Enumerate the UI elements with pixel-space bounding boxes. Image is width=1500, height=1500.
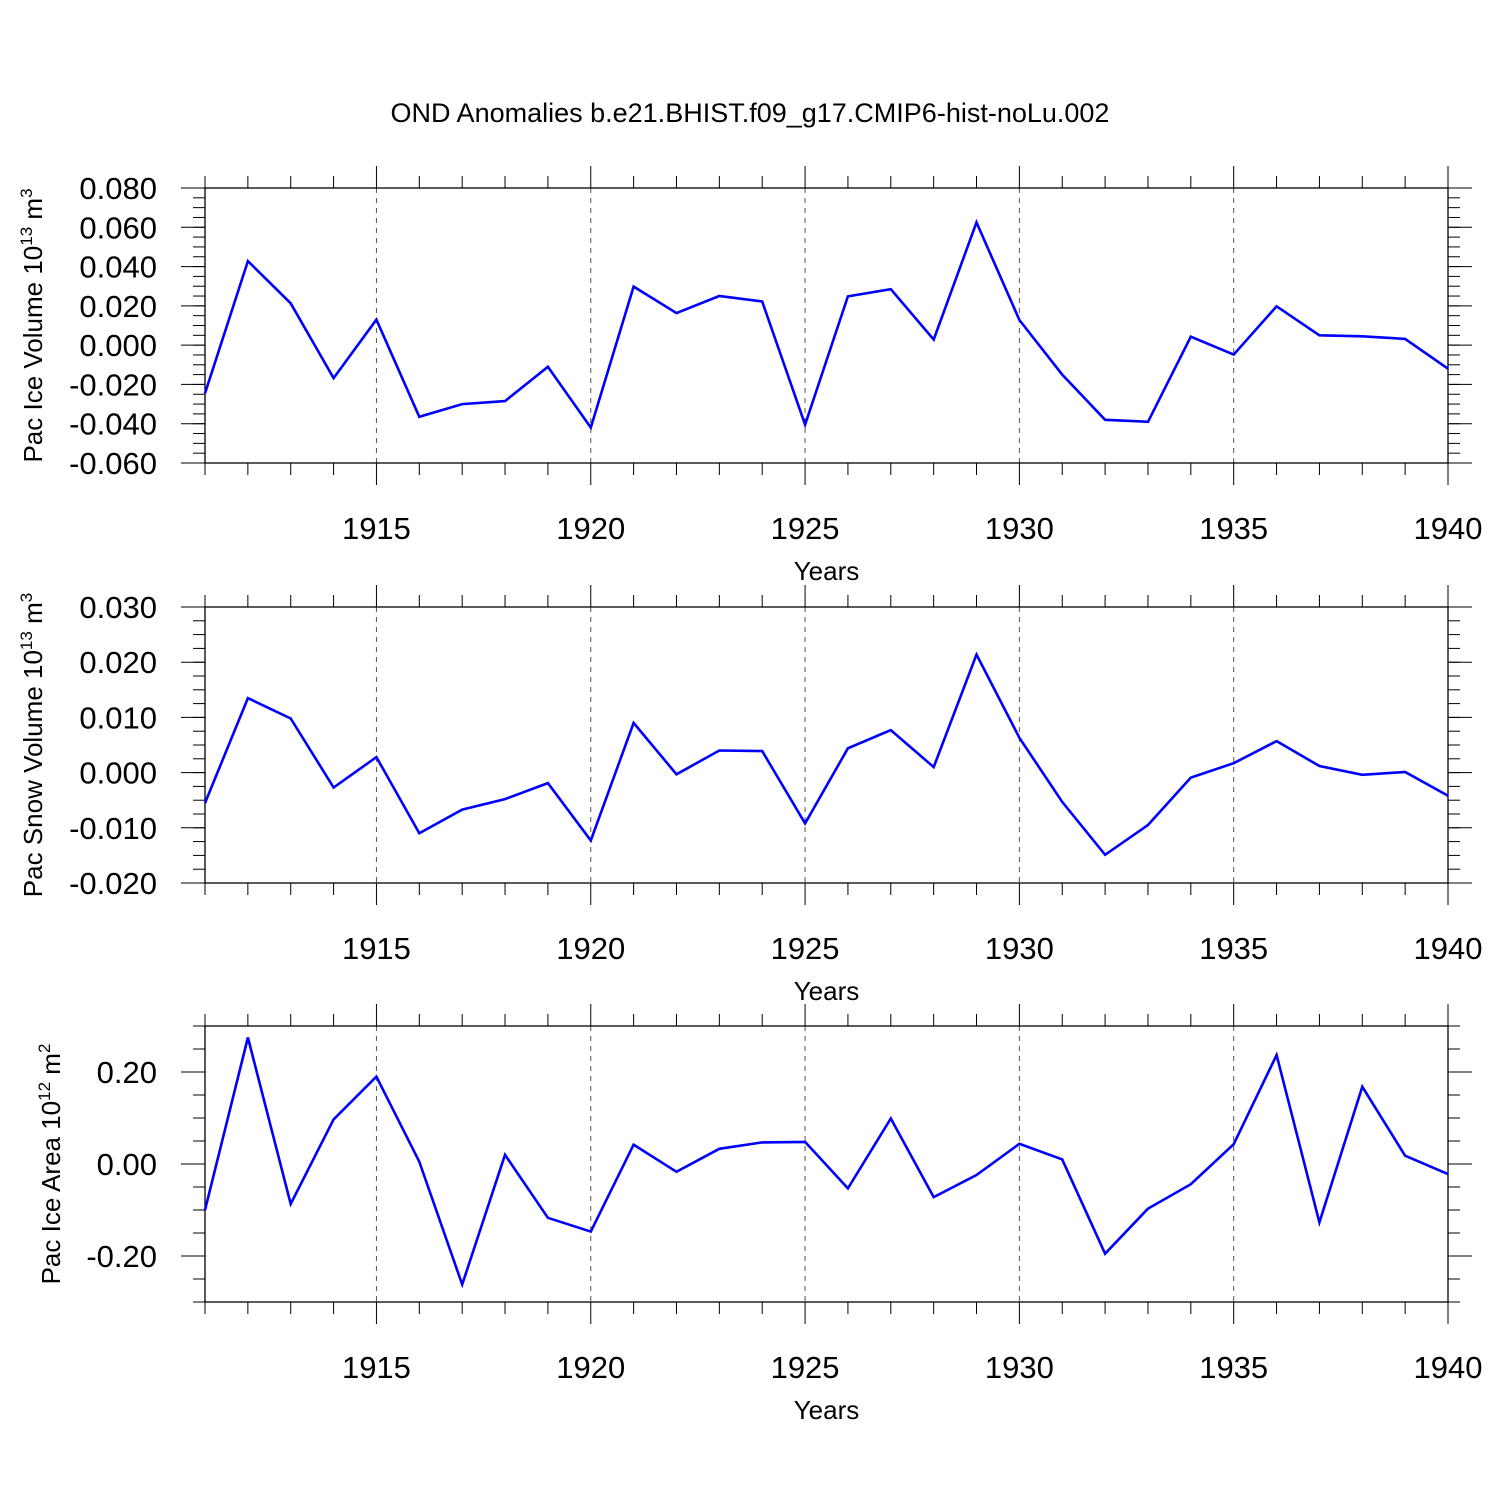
series-line	[203, 651, 1449, 857]
chart-panel-2: 0.030 0.020 0.010 0.000 -0.010 -0.020 1915 1920…	[17, 585, 1482, 1006]
series-line	[203, 218, 1449, 431]
y-tick-label: 0.20	[97, 1055, 157, 1090]
x-tick-label: 1915	[342, 511, 411, 546]
x-axis-label: Years	[794, 556, 860, 586]
y-tick-label: 0.080	[79, 171, 157, 206]
y-tick-label: -0.060	[69, 446, 157, 481]
x-tick-label: 1920	[556, 1350, 625, 1385]
y-tick-label: -0.040	[69, 407, 157, 442]
plot-frame	[204, 187, 1449, 464]
y-tick-label: 0.060	[79, 210, 157, 245]
page-title: OND Anomalies b.e21.BHIST.f09_g17.CMIP6-…	[390, 98, 1110, 128]
y-tick-label: 0.020	[79, 645, 157, 680]
x-tick-label: 1930	[985, 511, 1054, 546]
chart-panel-1: 0.080 0.060 0.040 0.020 0.000 -0.020 -0.040 -0.…	[17, 166, 1482, 586]
x-axis-label: Years	[794, 976, 860, 1006]
x-tick-label: 1930	[985, 931, 1054, 966]
y-tick-label: 0.040	[79, 250, 157, 285]
x-tick-label: 1925	[771, 1350, 840, 1385]
y-tick-label: -0.20	[86, 1239, 157, 1274]
y-axis-label: Pac Ice Area 1012 m2	[35, 1044, 66, 1285]
x-tick-label: 1935	[1199, 1350, 1268, 1385]
x-tick-label: 1925	[771, 931, 840, 966]
y-tick-label: 0.010	[79, 700, 157, 735]
y-tick-label: 0.00	[97, 1147, 157, 1182]
x-tick-label: 1940	[1414, 511, 1483, 546]
x-tick-label: 1940	[1414, 931, 1483, 966]
y-tick-label: -0.010	[69, 811, 157, 846]
x-tick-label: 1920	[556, 511, 625, 546]
x-tick-label: 1940	[1414, 1350, 1483, 1385]
y-axis-label: Pac Snow Volume 1013 m3	[17, 593, 48, 897]
x-tick-label: 1935	[1199, 931, 1268, 966]
plot-frame	[204, 606, 1449, 884]
x-tick-label: 1915	[342, 1350, 411, 1385]
x-axis-label: Years	[794, 1395, 860, 1425]
x-tick-label: 1915	[342, 931, 411, 966]
x-tick-label: 1935	[1199, 511, 1268, 546]
series-line	[203, 1037, 1449, 1289]
y-axis-label: Pac Ice Volume 1013 m3	[17, 188, 48, 462]
x-tick-label: 1930	[985, 1350, 1054, 1385]
chart-panel-3: 0.20 0.00 -0.20 1915 1920 1925 1930 1935 1940 Yea…	[35, 1004, 1482, 1425]
x-tick-label: 1920	[556, 931, 625, 966]
y-tick-label: 0.020	[79, 289, 157, 324]
y-tick-label: 0.000	[79, 328, 157, 363]
x-tick-label: 1925	[771, 511, 840, 546]
y-tick-label: 0.030	[79, 590, 157, 625]
y-tick-label: -0.020	[69, 367, 157, 402]
y-tick-label: -0.020	[69, 866, 157, 901]
y-tick-label: 0.000	[79, 756, 157, 791]
